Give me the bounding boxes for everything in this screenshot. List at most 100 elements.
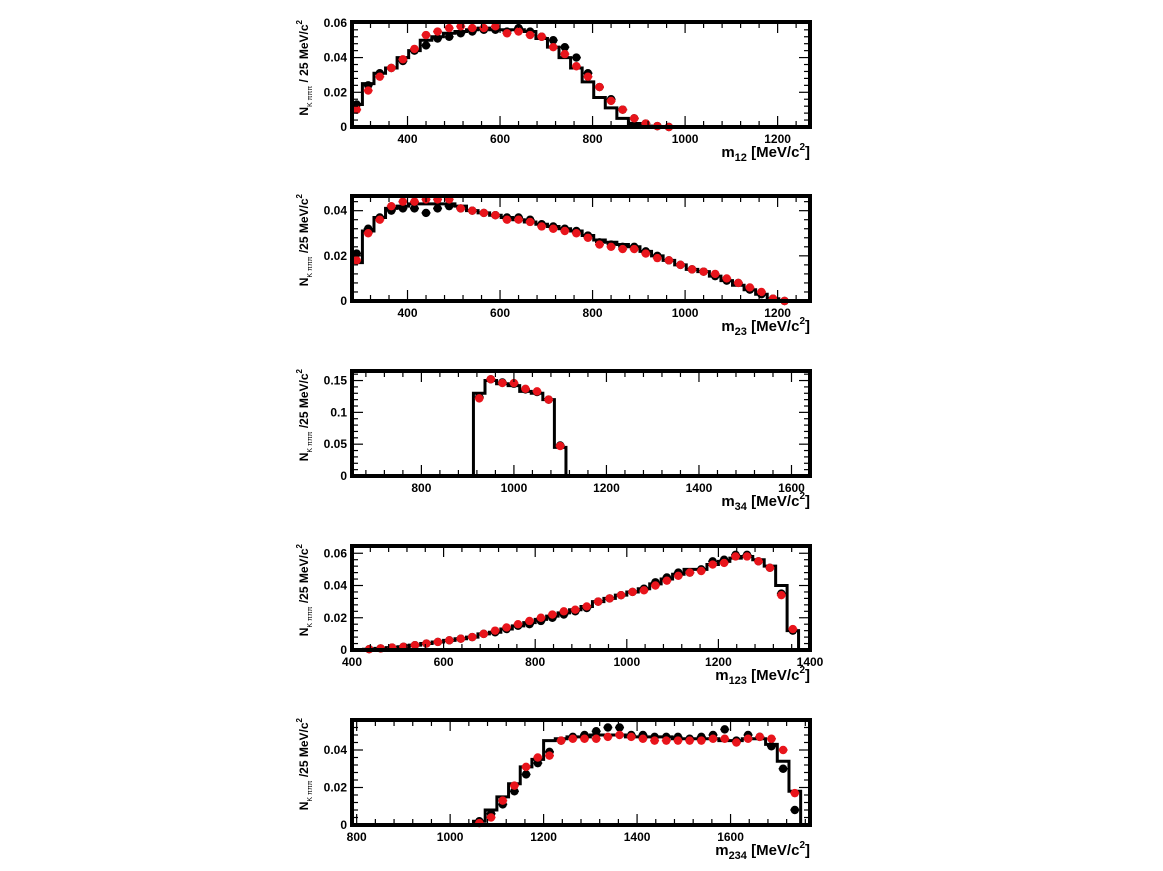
data-point (479, 23, 489, 33)
data-point (595, 82, 604, 92)
data-point (697, 736, 706, 745)
data-point (742, 552, 752, 561)
data-point (421, 208, 431, 218)
data-point (525, 30, 535, 40)
black-points-1 (352, 23, 674, 132)
data-point (720, 725, 729, 734)
data-point (615, 730, 624, 740)
data-point (720, 734, 729, 743)
data-point (732, 738, 741, 747)
histogram-3 (471, 379, 568, 476)
data-point (544, 395, 553, 404)
data-point (638, 734, 648, 743)
x-tick-label: 1000 (501, 481, 528, 495)
data-point (387, 63, 396, 73)
data-point (375, 72, 384, 81)
data-point (475, 394, 484, 403)
data-point (719, 558, 729, 568)
data-point (479, 629, 488, 639)
data-point (734, 278, 743, 288)
data-point (513, 620, 523, 629)
red-points-4 (364, 552, 798, 654)
x-tick-label: 800 (583, 132, 603, 146)
data-point (525, 616, 534, 626)
x-tick-label: 600 (490, 306, 510, 320)
data-point (639, 586, 649, 595)
panel-1: 400 600 800 1000 1200 0 0.02 0.04 0.06 m12 [MeV/c… (295, 16, 812, 164)
data-point (456, 634, 465, 643)
x-tick-label: 800 (583, 306, 603, 320)
x-tick-label: 400 (397, 306, 417, 320)
x-tick-label: 800 (411, 481, 431, 495)
y-tick-label: 0.02 (324, 611, 348, 625)
data-point (591, 734, 601, 743)
data-point (616, 590, 626, 600)
data-point (533, 753, 542, 762)
data-point (583, 233, 593, 242)
data-point (630, 244, 639, 254)
data-point (468, 23, 477, 33)
data-point (363, 229, 373, 238)
x-tick-label: 1200 (764, 132, 791, 146)
data-point (433, 637, 443, 647)
data-point (398, 204, 408, 213)
x-tick-label: 400 (342, 655, 362, 669)
x-axis-title: m123 [MeV/c2] (715, 665, 810, 687)
data-point (627, 732, 636, 742)
data-point (387, 201, 396, 211)
data-point (398, 55, 408, 64)
x-axis-title: m234 [MeV/c2] (715, 840, 810, 862)
data-point (722, 274, 731, 283)
x-tick-label: 1600 (778, 481, 805, 495)
data-point (363, 86, 373, 95)
panel-2: 400 600 800 1000 1200 0 0.02 0.04 m23 [MeV/c2] NK… (295, 193, 812, 338)
data-point (421, 41, 431, 50)
data-point (549, 36, 558, 45)
red-points-3 (474, 375, 565, 451)
data-point (568, 734, 578, 743)
data-point (641, 249, 650, 258)
data-point (525, 217, 535, 227)
data-point (593, 597, 603, 606)
x-tick-label: 1000 (437, 830, 464, 844)
y-tick-label: 0.15 (324, 374, 348, 388)
panel-3: 800 1000 1200 1400 1600 0 0.05 0.1 0.15 m34 [MeV/… (295, 368, 812, 513)
x-tick-label: 1000 (613, 655, 640, 669)
data-point (433, 27, 442, 36)
data-point (606, 96, 616, 106)
x-axis-title: m23 [MeV/c2] (721, 316, 810, 338)
data-point (521, 384, 530, 394)
data-point (537, 222, 546, 231)
data-point (685, 568, 694, 577)
x-tick-label: 800 (525, 655, 545, 669)
x-tick-label: 1400 (624, 830, 651, 844)
data-point (687, 265, 697, 274)
data-point (445, 636, 454, 645)
plot-frame-1 (350, 20, 812, 129)
data-point (583, 72, 593, 81)
red-points-1 (352, 22, 674, 132)
black-points-4 (364, 550, 798, 654)
red-points-5 (474, 730, 800, 828)
x-tick-label: 800 (347, 830, 367, 844)
data-point (491, 210, 500, 220)
y-tick-label: 0.05 (324, 437, 348, 451)
data-point (708, 734, 718, 743)
data-point (502, 623, 511, 632)
data-point (560, 42, 570, 52)
data-point (479, 208, 489, 218)
data-point (444, 23, 454, 33)
x-tick-label: 1400 (797, 655, 824, 669)
histogram-1 (350, 26, 675, 129)
y-axis-title: NK πππ / 25 MeV/c2 (295, 19, 314, 115)
data-point (502, 29, 512, 38)
data-point (674, 571, 683, 581)
data-point (595, 240, 604, 249)
x-tick-label: 1000 (672, 306, 699, 320)
data-point (398, 197, 408, 206)
y-axis-title: NK πππ /25 MeV/c2 (295, 543, 314, 636)
data-point (555, 441, 565, 451)
data-point (745, 283, 755, 292)
y-axis-title: NK πππ /25 MeV/c2 (295, 717, 314, 810)
data-point (755, 732, 764, 742)
